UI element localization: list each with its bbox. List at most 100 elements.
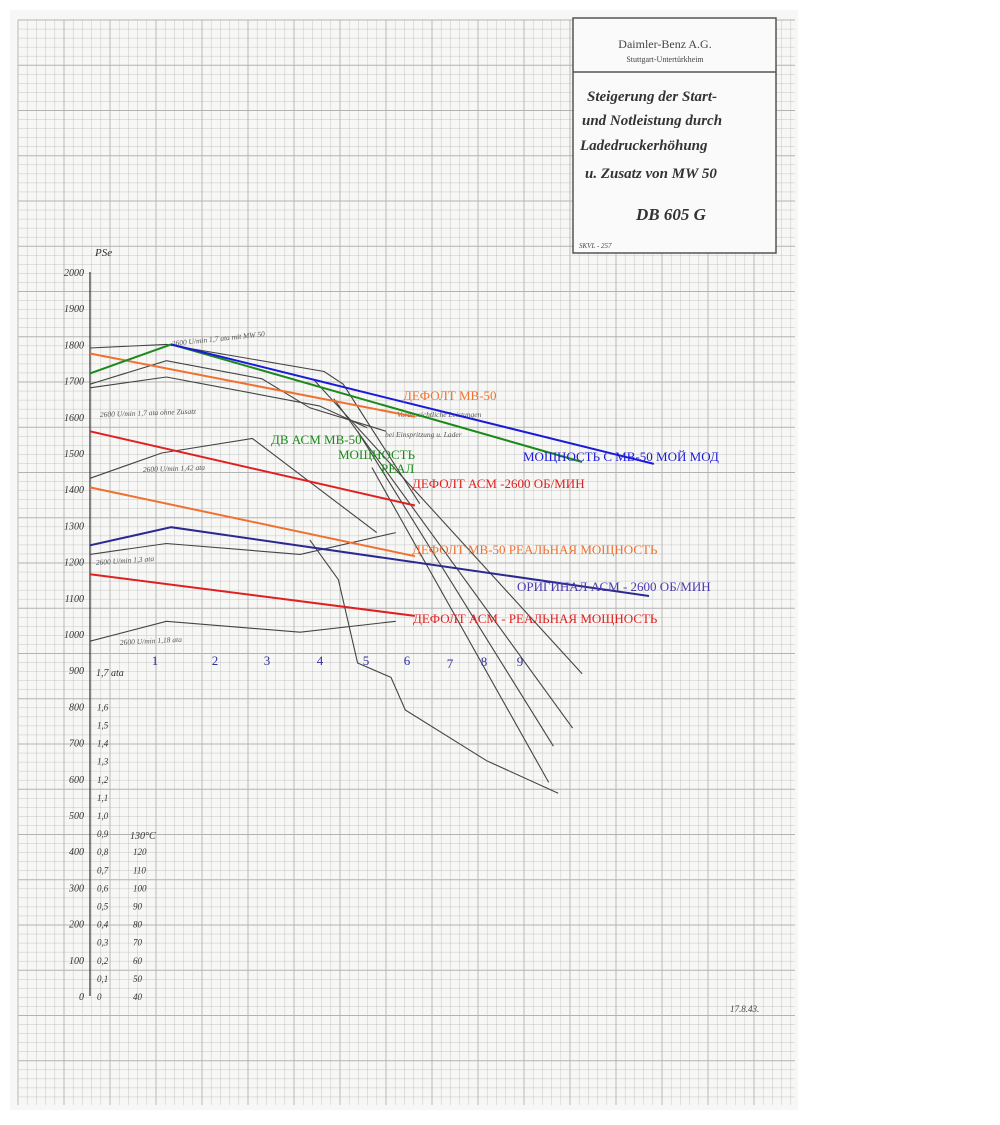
ata-tick-label: 1,0 <box>97 811 109 821</box>
y-tick-label: 300 <box>68 883 84 894</box>
y-tick-label: 1600 <box>64 413 84 424</box>
overlay-series-label: ДЕФОЛТ АСМ - РЕАЛЬНАЯ МОЩНОСТЬ <box>413 611 658 626</box>
y-tick-label: 200 <box>69 920 84 931</box>
original-curve <box>314 380 583 675</box>
y-tick-label: 1100 <box>65 594 84 605</box>
temperature-scale-label: 130°C <box>130 831 156 842</box>
chart-axes: PSe0100200300400500600700800900100011001… <box>64 247 156 1003</box>
ata-tick-label: 1,6 <box>97 702 109 712</box>
x-tick-label: 1 <box>152 653 159 668</box>
y-tick-label: 1400 <box>64 485 84 496</box>
y-tick-label: 400 <box>69 847 84 858</box>
overlay-series-line <box>89 526 650 597</box>
y-tick-label: 1800 <box>64 340 84 351</box>
temperature-tick-label: 110 <box>133 865 146 875</box>
overlay-series-label: МОЩНОСТЬ <box>338 447 416 462</box>
original-curve-annotation: Voraussichtliche Leistungen <box>397 410 482 419</box>
x-tick-label: 9 <box>517 654 524 669</box>
original-curve <box>371 467 550 783</box>
ata-tick-label: 0,7 <box>97 865 109 875</box>
original-curve <box>89 437 378 534</box>
graph-paper-grid <box>17 19 795 1105</box>
temperature-tick-label: 60 <box>133 956 143 966</box>
y-tick-label: 100 <box>69 956 84 967</box>
ata-tick-label: 0,9 <box>97 829 109 839</box>
y-tick-label: 1700 <box>64 377 84 388</box>
ata-tick-label: 0 <box>97 992 102 1002</box>
ata-tick-label: 1,5 <box>97 721 109 731</box>
y-tick-label: 1000 <box>64 630 84 641</box>
original-curve-annotation: 2600 U/min 1,18 ata <box>120 635 183 647</box>
temperature-tick-label: 50 <box>133 974 143 984</box>
original-curve <box>309 539 559 794</box>
original-curve <box>357 431 554 747</box>
document-reference: SKVL - 257 <box>579 242 612 250</box>
title-box <box>572 17 777 254</box>
x-tick-label: 6 <box>404 653 411 668</box>
x-tick-label: 5 <box>363 653 370 668</box>
y-axis-unit: PSe <box>94 247 112 259</box>
overlay-series-line <box>89 430 416 507</box>
ata-tick-label: 1,2 <box>97 775 109 785</box>
y-tick-label: 0 <box>79 992 84 1003</box>
original-curve-annotation: 2600 U/min 1,42 ata <box>143 463 206 474</box>
overlay-series-label: ДЕФОЛТ МВ-50 <box>403 388 497 403</box>
temperature-tick-label: 80 <box>133 920 143 930</box>
overlay-series-line <box>89 573 416 617</box>
overlay-series-label: РЕАЛ <box>381 461 415 476</box>
ata-tick-label: 0,6 <box>97 883 109 893</box>
temperature-tick-label: 40 <box>133 992 143 1002</box>
y-tick-label: 600 <box>69 775 84 786</box>
y-tick-label: 800 <box>69 702 84 713</box>
ata-tick-label: 0,2 <box>97 956 109 966</box>
overlay-series-line <box>89 352 416 418</box>
y-tick-label: 500 <box>69 811 84 822</box>
original-curve-annotation: 2600 U/min 1,3 ata <box>96 554 155 567</box>
company-location: Stuttgart-Untertürkheim <box>626 55 704 64</box>
ata-tick-label: 1,4 <box>97 739 109 749</box>
y-tick-label: 1500 <box>64 449 84 460</box>
y-tick-label: 900 <box>69 666 84 677</box>
title-line-4: u. Zusatz von MW 50 <box>585 166 717 182</box>
y-tick-label: 1900 <box>64 304 84 315</box>
overlay-series-label: ДЕФОЛТ МВ-50 РЕАЛЬНАЯ МОЩНОСТЬ <box>412 542 658 557</box>
overlay-series-line <box>89 486 416 558</box>
ata-tick-label: 1,3 <box>97 757 109 767</box>
original-curve <box>333 398 574 729</box>
ata-tick-label: 0,4 <box>97 920 109 930</box>
original-curve <box>89 343 421 504</box>
original-curve <box>89 620 396 642</box>
ata-scale-label: 1,7 ata <box>96 668 124 679</box>
x-tick-label: 7 <box>447 656 454 671</box>
y-tick-label: 1200 <box>64 558 84 569</box>
overlay-series-label: ДВ АСМ МВ-50 <box>271 432 362 447</box>
temperature-tick-label: 70 <box>133 938 143 948</box>
title-line-2: und Notleistung durch <box>582 113 722 129</box>
temperature-tick-label: 100 <box>133 883 147 893</box>
x-axis-ticks: 1 2 3 4 5 6 7 8 9 <box>152 653 524 671</box>
ata-tick-label: 0,1 <box>97 974 108 984</box>
original-curve <box>89 376 368 429</box>
original-curve <box>89 360 387 432</box>
y-tick-label: 2000 <box>64 268 84 279</box>
title-line-3: Ladedruckerhöhung <box>579 138 708 154</box>
temperature-tick-label: 90 <box>133 902 143 912</box>
x-tick-label: 4 <box>317 653 324 668</box>
original-curve <box>89 532 396 555</box>
overlay-series-label: ОРИГИНАЛ АСМ - 2600 ОБ/МИН <box>517 579 711 594</box>
temperature-tick-label: 120 <box>133 847 147 857</box>
y-tick-label: 700 <box>69 739 84 750</box>
original-curves <box>89 343 583 794</box>
x-tick-label: 3 <box>264 653 271 668</box>
overlay-series <box>89 343 655 617</box>
ata-tick-label: 0,3 <box>97 938 109 948</box>
company-name: Daimler-Benz A.G. <box>618 37 711 51</box>
title-line-1: Steigerung der Start- <box>587 89 717 105</box>
overlay-series-line <box>170 343 655 465</box>
original-curve-annotation: 2600 U/min 1,7 ata ohne Zusatz <box>100 407 197 419</box>
overlay-series-label: ДЕФОЛТ АСМ -2600 ОБ/МИН <box>412 476 585 491</box>
document-date: 17.8.43. <box>730 1004 759 1014</box>
engine-designation: DB 605 G <box>635 205 707 224</box>
